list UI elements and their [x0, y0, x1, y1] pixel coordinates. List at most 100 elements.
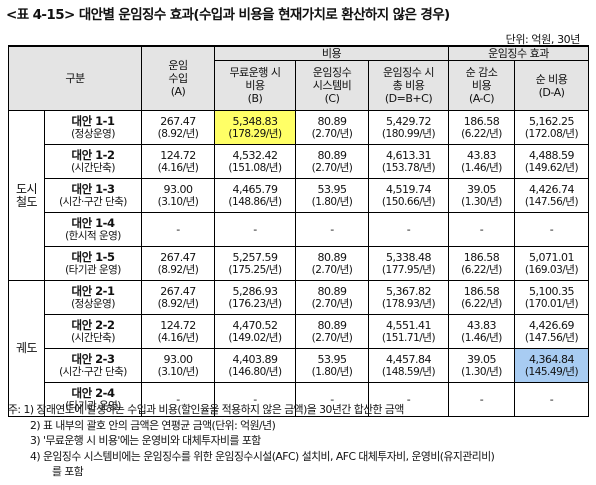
cell-total-cost: -: [368, 382, 449, 417]
alternative-desc: (시간단축): [71, 331, 115, 344]
cell-net-cost: 4,488.59 (149.62/년): [514, 144, 589, 179]
cell-revenue: 93.00 (3.10/년): [141, 348, 215, 383]
alternative-desc: (정상운영): [71, 297, 115, 310]
cell-revenue: 93.00 (3.10/년): [141, 178, 215, 213]
row-label: 대안 1-3 (시간·구간 단축): [44, 178, 142, 213]
footnote-3: 3) '무료운행 시 비용'에는 운영비와 대체투자비를 포함: [30, 434, 261, 447]
cell-total-cost: 4,551.41 (151.71/년): [368, 314, 449, 349]
cell-free-cost: 4,465.79 (148.86/년): [214, 178, 296, 213]
cell-net-cost: 4,364.84 (145.49/년): [514, 348, 589, 383]
table-row: 대안 2-2 (시간단축) 124.72 (4.16/년) 4,470.52 (149.0…: [9, 314, 589, 349]
alternative-name: 대안 1-1: [71, 113, 115, 128]
cell-system-cost: 80.89 (2.70/년): [295, 110, 369, 145]
cell-net-reduction: 43.83 (1.46/년): [448, 314, 515, 349]
cell-revenue: 124.72 (4.16/년): [141, 314, 215, 349]
row-label: 대안 1-2 (시간단축): [44, 144, 142, 179]
cell-net-reduction: 186.58 (6.22/년): [448, 280, 515, 315]
cell-net-reduction: 39.05 (1.30/년): [448, 348, 515, 383]
cell-net-cost: 5,162.25 (172.08/년): [514, 110, 589, 145]
cell-free-cost: 5,257.59 (175.25/년): [214, 246, 296, 281]
cell-net-reduction: 186.58 (6.22/년): [448, 246, 515, 281]
cell-system-cost: 53.95 (1.80/년): [295, 348, 369, 383]
cell-free-cost: 4,403.89 (146.80/년): [214, 348, 296, 383]
row-label: 대안 1-1 (정상운영): [44, 110, 142, 145]
cell-system-cost: -: [295, 212, 369, 247]
fare-effect-table: 구분 운임 수입 (A) 비용 운임징수 효과 무료운행 시 비용 (B) 운임…: [8, 45, 589, 417]
alternative-desc: (정상운영): [71, 127, 115, 140]
cell-revenue: 124.72 (4.16/년): [141, 144, 215, 179]
alternative-name: 대안 2-1: [71, 283, 115, 298]
table-row: 대안 1-3 (시간·구간 단축) 93.00 (3.10/년) 4,465.79 (14…: [9, 178, 589, 213]
table-row: 대안 1-2 (시간단축) 124.72 (4.16/년) 4,532.42 (151.0…: [9, 144, 589, 179]
row-label: 대안 2-2 (시간단축): [44, 314, 142, 349]
footnote-2: 2) 표 내부의 괄호 안의 금액은 연평균 금액(단위: 억원/년): [30, 418, 276, 432]
header-net-reduction: 순 감소 비용 (A-C): [448, 60, 515, 111]
alternative-desc: (타기관 운영): [65, 263, 121, 276]
header-free-cost: 무료운행 시 비용 (B): [214, 60, 296, 111]
cell-system-cost: 80.89 (2.70/년): [295, 280, 369, 315]
cell-free-cost: 5,286.93 (176.23/년): [214, 280, 296, 315]
cell-total-cost: 4,457.84 (148.59/년): [368, 348, 449, 383]
row-label: 대안 1-5 (타기관 운영): [44, 246, 142, 281]
table-row: 대안 1-4 (한시적 운영) - - - - - -: [9, 212, 589, 247]
header-total-cost: 운임징수 시 총 비용 (D=B+C): [368, 60, 449, 111]
section-label: 궤도: [8, 280, 45, 417]
cell-net-reduction: 43.83 (1.46/년): [448, 144, 515, 179]
cell-free-cost: 4,470.52 (149.02/년): [214, 314, 296, 349]
cell-net-cost: -: [514, 212, 589, 247]
unit-label: 단위: 억원, 30년: [505, 33, 581, 46]
footnotes: 주: 1) 장래연도에 발생하는 수입과 비용(할인율을 적용하지 않은 금액)…: [8, 402, 592, 480]
alternative-name: 대안 2-2: [71, 317, 115, 332]
alternative-name: 대안 1-4: [71, 215, 115, 230]
alternative-desc: (타기관 운영): [65, 399, 121, 412]
table-title: <표 4-15> 대안별 운임징수 효과(수입과 비용을 현재가치로 환산하지 …: [6, 7, 450, 23]
cell-total-cost: 4,519.74 (150.66/년): [368, 178, 449, 213]
alternative-desc: (시간·구간 단축): [59, 195, 127, 208]
alternative-desc: (한시적 운영): [65, 229, 121, 242]
cell-net-cost: 5,071.01 (169.03/년): [514, 246, 589, 281]
alternative-name: 대안 1-3: [71, 181, 115, 196]
header-cost-group: 비용: [214, 45, 449, 61]
cell-system-cost: -: [295, 382, 369, 417]
alternative-name: 대안 2-4: [71, 385, 115, 400]
header-revenue: 운임 수입 (A): [141, 45, 215, 111]
cell-total-cost: 4,613.31 (153.78/년): [368, 144, 449, 179]
cell-net-cost: -: [514, 382, 589, 417]
cell-net-cost: 4,426.74 (147.56/년): [514, 178, 589, 213]
table-row: 대안 2-3 (시간·구간 단축) 93.00 (3.10/년) 4,403.89 (14…: [9, 348, 589, 383]
cell-revenue: 267.47 (8.92/년): [141, 246, 215, 281]
cell-total-cost: 5,429.72 (180.99/년): [368, 110, 449, 145]
table-body: 도시 철도 대안 1-1 (정상운영) 267.47 (8.92/년) 5,348.83 (1…: [8, 110, 589, 417]
cell-total-cost: 5,338.48 (177.95/년): [368, 246, 449, 281]
alternative-name: 대안 1-5: [71, 249, 115, 264]
cell-free-cost: 5,348.83 (178.29/년): [214, 110, 296, 145]
cell-net-cost: 4,426.69 (147.56/년): [514, 314, 589, 349]
cell-net-reduction: -: [448, 382, 515, 417]
cell-free-cost: -: [214, 212, 296, 247]
cell-system-cost: 53.95 (1.80/년): [295, 178, 369, 213]
row-label: 대안 2-3 (시간·구간 단축): [44, 348, 142, 383]
table-row: 대안 2-4 (타기관 운영) - - - - - -: [9, 382, 589, 417]
cell-free-cost: -: [214, 382, 296, 417]
footnote-4-cont: 를 포함: [52, 465, 84, 478]
cell-system-cost: 80.89 (2.70/년): [295, 246, 369, 281]
cell-net-reduction: -: [448, 212, 515, 247]
cell-revenue: -: [141, 212, 215, 247]
alternative-name: 대안 2-3: [71, 351, 115, 366]
cell-net-reduction: 186.58 (6.22/년): [448, 110, 515, 145]
table-row: 궤도 대안 2-1 (정상운영) 267.47 (8.92/년) 5,286.93 (176…: [8, 280, 589, 417]
footnote-4: 4) 운임징수 시스템비에는 운임징수를 위한 운임징수시설(AFC) 설치비,…: [30, 449, 495, 463]
cell-free-cost: 4,532.42 (151.08/년): [214, 144, 296, 179]
row-label: 대안 1-4 (한시적 운영): [44, 212, 142, 247]
alternative-desc: (시간·구간 단축): [59, 365, 127, 378]
alternative-name: 대안 1-2: [71, 147, 115, 162]
row-label: 대안 2-4 (타기관 운영): [44, 382, 142, 417]
cell-revenue: 267.47 (8.92/년): [141, 280, 215, 315]
table-row: 대안 1-5 (타기관 운영) 267.47 (8.92/년) 5,257.59 (175…: [9, 246, 589, 281]
header-category: 구분: [8, 45, 142, 111]
alternative-desc: (시간단축): [71, 161, 115, 174]
cell-net-reduction: 39.05 (1.30/년): [448, 178, 515, 213]
cell-revenue: 267.47 (8.92/년): [141, 110, 215, 145]
header-net-cost: 순 비용 (D-A): [514, 60, 589, 111]
